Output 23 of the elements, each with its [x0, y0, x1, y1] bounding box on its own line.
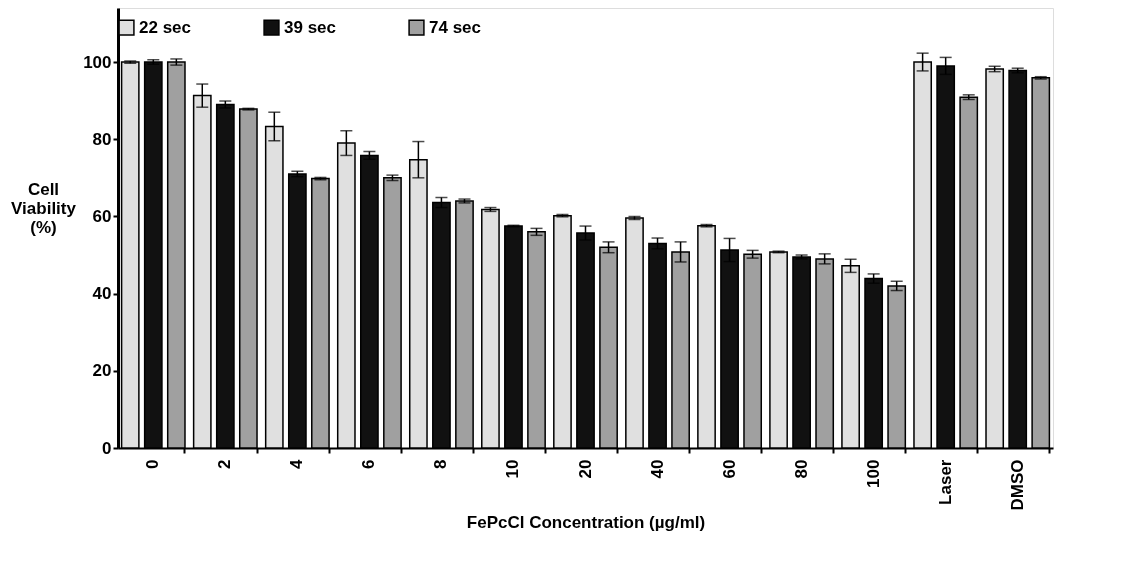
x-tick-label: 100	[863, 459, 883, 488]
x-tick-label: Laser	[935, 459, 955, 505]
x-tick-label: 60	[719, 459, 739, 479]
y-tick-label: 80	[92, 129, 112, 149]
x-tick-label: 6	[359, 459, 379, 469]
x-tick-label: DMSO	[1007, 459, 1027, 511]
legend-label: 22 sec	[139, 17, 191, 37]
y-tick-label: 100	[83, 52, 112, 72]
x-tick-label: 20	[575, 459, 595, 479]
y-axis-title: Cell Viability (%)	[11, 179, 77, 237]
y-tick-label: 40	[92, 284, 112, 304]
x-tick-label: 80	[791, 459, 811, 479]
x-tick-label: 40	[647, 459, 667, 479]
x-tick-label: 2	[215, 459, 235, 469]
y-tick-label: 20	[92, 361, 112, 381]
x-tick-label: 0	[143, 459, 163, 469]
x-tick-label: 4	[287, 458, 307, 469]
x-tick-label: 8	[431, 459, 451, 469]
x-axis-title: FePcCl Concentration (µg/ml)	[466, 512, 706, 532]
legend-label: 74 sec	[429, 17, 481, 37]
x-tick-label: 10	[503, 459, 523, 479]
y-tick-label: 60	[92, 206, 112, 226]
legend-label: 39 sec	[284, 17, 336, 37]
